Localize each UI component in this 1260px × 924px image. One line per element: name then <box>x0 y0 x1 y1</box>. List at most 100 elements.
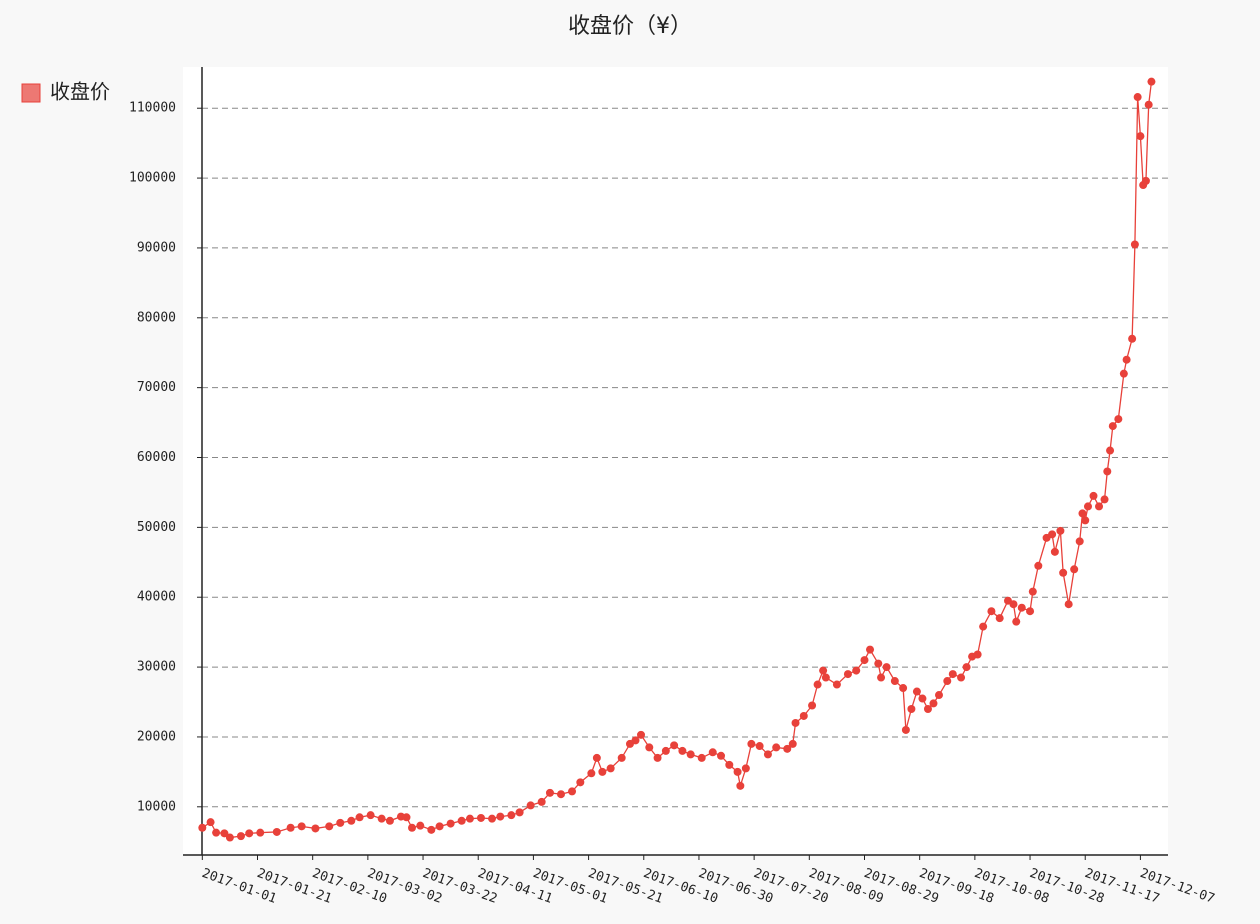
point <box>435 822 444 831</box>
point <box>587 769 596 778</box>
point <box>791 718 800 727</box>
point <box>537 797 546 806</box>
point <box>653 753 662 762</box>
point <box>1078 509 1087 518</box>
point <box>882 663 891 672</box>
y-tick-label: 80000 <box>137 310 176 325</box>
point <box>843 670 852 679</box>
point <box>1026 607 1035 616</box>
y-tick-label: 10000 <box>137 799 176 814</box>
point <box>943 677 952 686</box>
point <box>385 816 394 825</box>
point <box>465 814 474 823</box>
point <box>1119 369 1128 378</box>
point <box>1012 617 1021 626</box>
point <box>1130 240 1139 249</box>
point <box>427 825 436 834</box>
point <box>1144 100 1153 109</box>
point <box>899 684 908 693</box>
point <box>220 829 229 838</box>
point <box>325 822 334 831</box>
point <box>755 742 764 751</box>
point <box>507 811 516 820</box>
point <box>617 753 626 762</box>
point <box>763 750 772 759</box>
point <box>408 823 417 832</box>
point <box>1028 587 1037 596</box>
point <box>1103 467 1112 476</box>
point <box>212 828 221 837</box>
point <box>901 725 910 734</box>
point <box>526 801 535 810</box>
point <box>741 764 750 773</box>
point <box>336 818 345 827</box>
point <box>678 746 687 755</box>
point <box>929 699 938 708</box>
point <box>799 711 808 720</box>
point <box>1056 526 1065 535</box>
point <box>819 666 828 675</box>
point <box>987 607 996 616</box>
point <box>576 778 585 787</box>
point <box>783 744 792 753</box>
point <box>874 659 883 668</box>
point <box>912 687 921 696</box>
point <box>1114 415 1123 424</box>
point <box>297 822 306 831</box>
point <box>272 827 281 836</box>
y-tick-label: 20000 <box>137 729 176 744</box>
point <box>1128 334 1137 343</box>
point <box>515 808 524 817</box>
point <box>717 751 726 760</box>
point <box>366 811 375 820</box>
point <box>948 670 957 679</box>
point <box>206 818 215 827</box>
point <box>1081 516 1090 525</box>
point <box>918 694 927 703</box>
point <box>631 736 640 745</box>
point <box>245 829 254 838</box>
point <box>1136 132 1145 141</box>
point <box>645 743 654 752</box>
point <box>973 650 982 659</box>
y-tick-label: 50000 <box>137 520 176 535</box>
legend-label: 收盘价 <box>50 80 110 104</box>
point <box>852 666 861 675</box>
point <box>813 680 822 689</box>
point <box>1133 93 1142 102</box>
point <box>347 816 356 825</box>
point <box>606 764 615 773</box>
y-tick-label: 90000 <box>137 240 176 255</box>
point <box>496 812 505 821</box>
point <box>860 656 869 665</box>
point <box>556 790 565 799</box>
point <box>821 673 830 682</box>
point <box>637 730 646 739</box>
point <box>198 823 207 832</box>
point <box>962 663 971 672</box>
point <box>686 750 695 759</box>
point <box>1083 502 1092 511</box>
point <box>995 614 1004 623</box>
point <box>446 819 455 828</box>
point <box>733 767 742 776</box>
point <box>225 833 234 842</box>
point <box>1009 600 1018 609</box>
point <box>236 832 245 841</box>
point <box>934 691 943 700</box>
point <box>377 814 386 823</box>
point <box>747 739 756 748</box>
point <box>1075 537 1084 546</box>
y-tick-label: 30000 <box>137 660 176 675</box>
point <box>736 781 745 790</box>
point <box>457 816 466 825</box>
point <box>1064 600 1073 609</box>
point <box>788 739 797 748</box>
point <box>1089 491 1098 500</box>
point <box>476 813 485 822</box>
point <box>416 821 425 830</box>
point <box>1106 446 1115 455</box>
point <box>1048 530 1057 539</box>
point <box>957 673 966 682</box>
point <box>890 677 899 686</box>
